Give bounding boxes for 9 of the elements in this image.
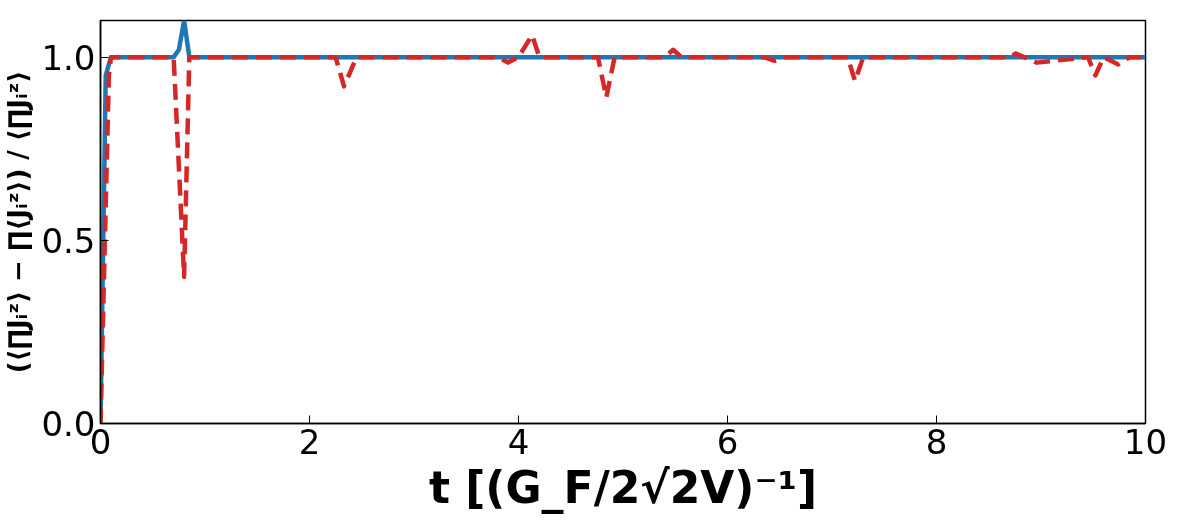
x-axis-title: t [(G_F/2√2V)⁻¹] bbox=[428, 461, 818, 514]
x-tick-label: 2 bbox=[298, 421, 321, 462]
y-axis-title: (⟨∏Jᵢᶻ⟩ − ∏⟨Jᵢᶻ⟩) / ⟨∏Jᵢᶻ⟩ bbox=[3, 70, 34, 374]
x-tick-label: 4 bbox=[507, 421, 530, 462]
y-tick-label: 1.0 bbox=[41, 37, 96, 78]
x-tick-label: 8 bbox=[925, 421, 948, 462]
x-tick-label: 10 bbox=[1123, 421, 1168, 462]
y-tick-label: 0.5 bbox=[41, 220, 96, 261]
x-tick-label: 6 bbox=[716, 421, 739, 462]
